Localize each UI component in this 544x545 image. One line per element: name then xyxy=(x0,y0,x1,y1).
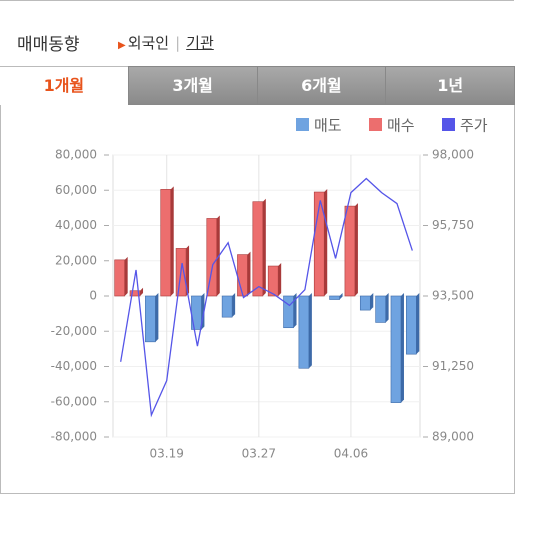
bar-side xyxy=(400,293,404,403)
bar xyxy=(237,254,248,297)
bar xyxy=(344,205,356,297)
legend-label: 매수 xyxy=(387,117,415,135)
bar xyxy=(283,295,294,329)
y-tick-label: 60,000 xyxy=(55,183,97,197)
tab-bar: 1개월 3개월 6개월 1년 xyxy=(0,66,515,105)
y-tick-label: 80,000 xyxy=(55,148,97,162)
y2-tick-label: 89,000 xyxy=(432,430,474,444)
tab[interactable]: 1개월 xyxy=(0,66,129,105)
y-tick-label: 0 xyxy=(89,289,97,303)
legend-label: 주가 xyxy=(460,117,488,135)
y2-tick-label: 95,750 xyxy=(432,218,474,232)
bar xyxy=(160,189,172,297)
link[interactable]: 기관 xyxy=(186,34,214,52)
bar-side xyxy=(293,293,297,328)
y-tick-label: 40,000 xyxy=(55,218,97,232)
divider xyxy=(0,0,514,1)
bar xyxy=(329,295,340,300)
bar xyxy=(375,295,386,323)
bar-side xyxy=(124,256,128,296)
bar-side xyxy=(339,293,343,300)
y-tick-label: -80,000 xyxy=(51,430,97,444)
filter-links: ▶ 외국인 | 기관 xyxy=(118,32,214,53)
y2-tick-label: 98,000 xyxy=(432,148,474,162)
bar-side xyxy=(140,287,144,296)
bar-side xyxy=(186,245,190,296)
bar-side xyxy=(324,189,328,296)
bar-side xyxy=(170,186,174,296)
bar-side xyxy=(262,198,266,296)
bar-side xyxy=(370,293,374,311)
price-line xyxy=(120,177,413,418)
bar xyxy=(206,218,218,297)
y-tick-label: -40,000 xyxy=(51,359,97,373)
bar xyxy=(406,295,417,355)
x-tick-label: 03.19 xyxy=(150,447,184,461)
tab[interactable]: 3개월 xyxy=(127,66,258,105)
arrow-icon: ▶ xyxy=(118,40,126,51)
legend-swatch xyxy=(369,118,382,131)
bar xyxy=(114,259,125,297)
bar xyxy=(267,265,279,297)
y-tick-label: -60,000 xyxy=(51,394,97,408)
bar xyxy=(221,295,233,318)
bar-side xyxy=(385,293,389,323)
chart-panel xyxy=(0,66,515,494)
legend-swatch xyxy=(442,118,455,131)
bar-side xyxy=(247,251,251,296)
tab[interactable]: 1년 xyxy=(385,66,515,105)
bar-side xyxy=(232,293,236,318)
bar xyxy=(145,295,156,343)
x-tick-label: 04.06 xyxy=(334,447,368,461)
bar-side xyxy=(278,263,282,296)
bar-side xyxy=(416,293,420,355)
bar xyxy=(390,295,402,403)
link[interactable]: 외국인 xyxy=(127,34,170,52)
bar xyxy=(129,290,141,297)
separator: | xyxy=(175,34,181,52)
x-tick-label: 03.27 xyxy=(242,447,276,461)
bar-side xyxy=(354,203,358,296)
legend-label: 매도 xyxy=(314,117,342,135)
bar xyxy=(252,201,264,297)
y2-tick-label: 93,500 xyxy=(432,289,474,303)
bar-side xyxy=(155,293,159,342)
legend-swatch xyxy=(296,118,309,131)
bar xyxy=(359,295,371,311)
bar-side xyxy=(308,293,312,369)
y2-tick-label: 91,250 xyxy=(432,359,474,373)
section-title: 매매동향 xyxy=(17,35,80,55)
bar xyxy=(313,191,325,297)
y-tick-label: -20,000 xyxy=(51,324,97,338)
bar xyxy=(298,295,310,369)
y-tick-label: 20,000 xyxy=(55,253,97,267)
